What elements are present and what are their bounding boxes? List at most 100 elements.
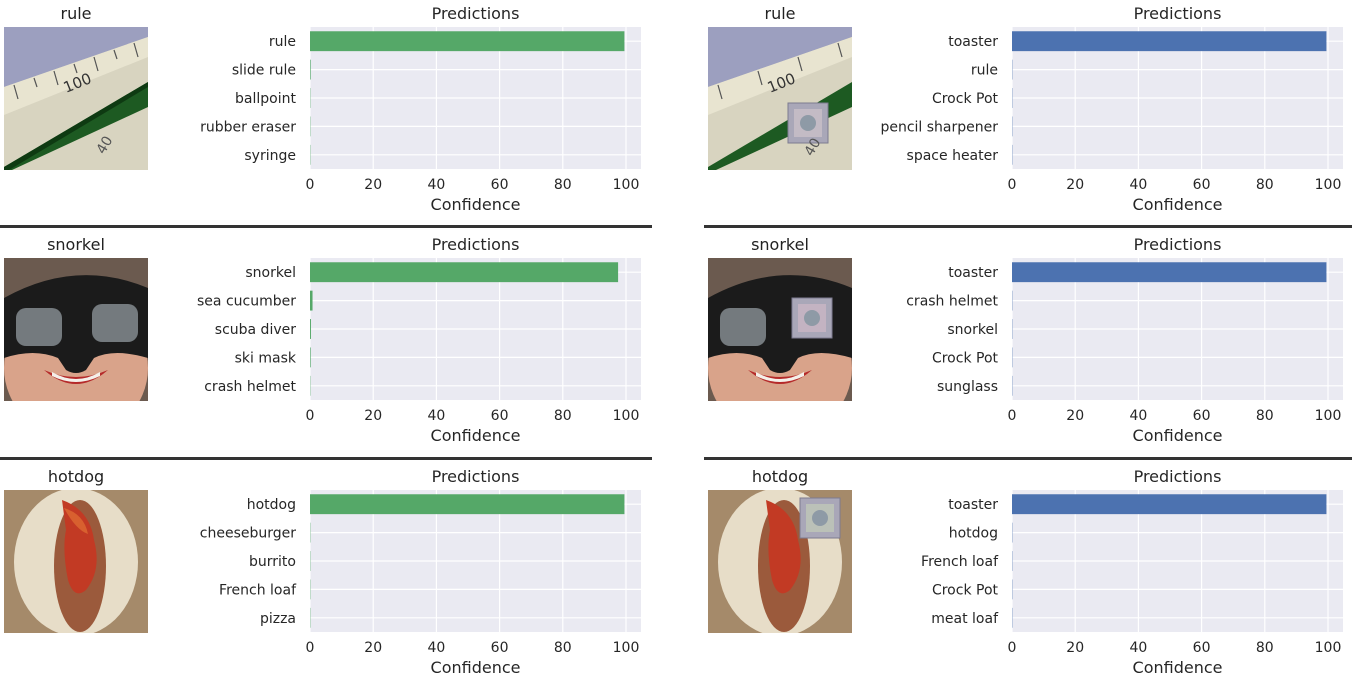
x-tick-label: 40: [1129, 640, 1147, 656]
snorkel-photo-with-patch: [708, 258, 852, 401]
x-tick-label: 80: [1256, 640, 1274, 656]
bar-toaster: [1012, 31, 1326, 51]
ruler-photo: 100 40: [4, 27, 148, 170]
x-axis-label: Confidence: [1133, 195, 1223, 214]
x-tick-label: 100: [613, 408, 640, 424]
x-tick-label: 100: [613, 177, 640, 193]
image-label-rule-adv: rule: [708, 4, 852, 23]
bar-sea-cucumber: [310, 291, 313, 311]
x-tick-label: 0: [306, 408, 315, 424]
bar-rule: [310, 31, 624, 51]
x-axis-label: Confidence: [431, 426, 521, 445]
chart-title: Predictions: [432, 4, 520, 23]
category-label: cheeseburger: [200, 526, 296, 542]
x-tick-label: 0: [1008, 408, 1017, 424]
category-label: hotdog: [247, 497, 296, 513]
chart-title: Predictions: [1134, 4, 1222, 23]
category-label: toaster: [948, 497, 998, 513]
category-label: rule: [971, 63, 998, 79]
category-label: pencil sharpener: [880, 119, 998, 135]
x-tick-label: 40: [427, 177, 445, 193]
category-label: snorkel: [947, 322, 998, 338]
category-label: pizza: [260, 611, 296, 627]
category-label: space heater: [907, 148, 999, 164]
category-label: rubber eraser: [200, 119, 296, 135]
x-tick-label: 60: [491, 177, 509, 193]
x-tick-label: 40: [1129, 177, 1147, 193]
image-label-snorkel-clean: snorkel: [4, 235, 148, 254]
x-tick-label: 100: [1315, 408, 1342, 424]
row-divider: [704, 225, 1352, 228]
row-divider: [0, 457, 652, 460]
bar-hotdog: [310, 494, 624, 514]
x-axis-label: Confidence: [1133, 658, 1223, 677]
bar-snorkel: [310, 262, 618, 282]
x-tick-label: 0: [1008, 177, 1017, 193]
x-tick-label: 20: [364, 640, 382, 656]
snorkel-photo: [4, 258, 148, 401]
category-label: toaster: [948, 265, 998, 281]
category-label: Crock Pot: [932, 91, 999, 107]
row-divider: [704, 457, 1352, 460]
x-tick-label: 20: [1066, 640, 1084, 656]
category-label: toaster: [948, 34, 998, 50]
chart-title: Predictions: [432, 467, 520, 486]
category-label: French loaf: [921, 554, 999, 570]
category-label: sunglass: [937, 379, 998, 395]
category-label: crash helmet: [906, 294, 998, 310]
chart-title: Predictions: [432, 235, 520, 254]
x-tick-label: 60: [491, 640, 509, 656]
x-tick-label: 0: [306, 177, 315, 193]
image-label-snorkel-adv: snorkel: [708, 235, 852, 254]
x-tick-label: 0: [1008, 640, 1017, 656]
category-label: ski mask: [235, 350, 297, 366]
ruler-photo-with-patch: 100 40: [708, 27, 852, 170]
x-tick-label: 60: [491, 408, 509, 424]
x-tick-label: 40: [427, 408, 445, 424]
x-tick-label: 80: [554, 177, 572, 193]
x-axis-label: Confidence: [431, 658, 521, 677]
category-label: meat loaf: [931, 611, 999, 627]
category-label: scuba diver: [215, 322, 296, 338]
image-label-rule-clean: rule: [4, 4, 148, 23]
x-tick-label: 100: [1315, 640, 1342, 656]
x-tick-label: 100: [613, 640, 640, 656]
x-tick-label: 60: [1193, 177, 1211, 193]
category-label: ballpoint: [235, 91, 296, 107]
category-label: sea cucumber: [197, 294, 296, 310]
x-tick-label: 80: [554, 640, 572, 656]
x-tick-label: 20: [1066, 177, 1084, 193]
category-label: Crock Pot: [932, 582, 999, 598]
x-tick-label: 60: [1193, 640, 1211, 656]
x-tick-label: 80: [554, 408, 572, 424]
x-tick-label: 60: [1193, 408, 1211, 424]
hotdog-photo: [4, 490, 148, 633]
x-tick-label: 20: [364, 177, 382, 193]
x-tick-label: 0: [306, 640, 315, 656]
category-label: French loaf: [219, 582, 297, 598]
x-axis-label: Confidence: [1133, 426, 1223, 445]
bar-ski-mask: [310, 347, 311, 367]
bar-toaster: [1012, 494, 1326, 514]
chart-title: Predictions: [1134, 235, 1222, 254]
category-label: Crock Pot: [932, 350, 999, 366]
row-divider: [0, 225, 652, 228]
x-tick-label: 80: [1256, 408, 1274, 424]
category-label: hotdog: [949, 526, 998, 542]
bar-scuba-diver: [310, 319, 311, 339]
x-tick-label: 100: [1315, 177, 1342, 193]
category-label: slide rule: [232, 63, 296, 79]
x-axis-label: Confidence: [431, 195, 521, 214]
x-tick-label: 40: [427, 640, 445, 656]
chart-title: Predictions: [1134, 467, 1222, 486]
category-label: crash helmet: [204, 379, 296, 395]
predictions-chart-rule-clean: 0 20 40 60 80 100 rule slide rule ballpoint rubbe…: [150, 0, 650, 222]
hotdog-photo-with-patch: [708, 490, 852, 633]
category-label: rule: [269, 34, 296, 50]
category-label: syringe: [244, 148, 296, 164]
